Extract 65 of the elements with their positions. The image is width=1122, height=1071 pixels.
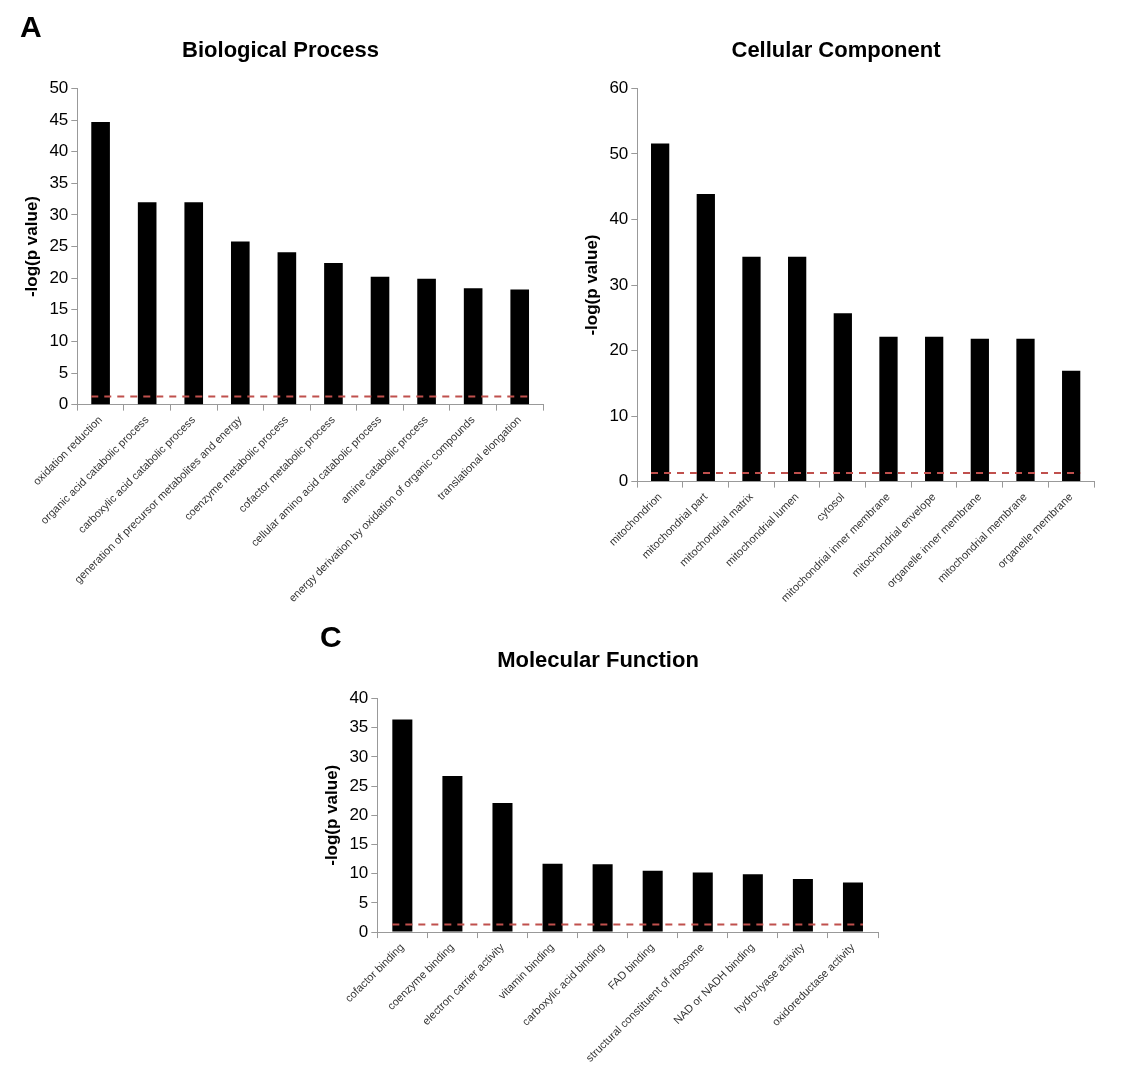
bar xyxy=(651,143,670,482)
chart-title: Biological Process xyxy=(182,37,379,63)
y-tick-label: 15 xyxy=(349,834,369,854)
y-tick-label: 15 xyxy=(49,299,69,319)
y-tick-label: 50 xyxy=(609,143,629,163)
y-tick-label: 20 xyxy=(349,804,369,824)
bar xyxy=(642,870,663,932)
bar xyxy=(970,338,989,482)
bar xyxy=(463,288,483,405)
y-tick-label: 30 xyxy=(609,274,629,294)
y-axis-title: -log(p value) xyxy=(321,764,341,866)
bar xyxy=(592,864,613,932)
bar xyxy=(417,278,436,405)
bar xyxy=(392,719,413,932)
chart-title: Cellular Component xyxy=(731,37,942,63)
bar xyxy=(277,252,297,405)
bar xyxy=(324,262,343,405)
y-tick-label: 10 xyxy=(609,405,629,425)
text: A xyxy=(20,10,42,44)
bar xyxy=(788,256,807,482)
y-tick-label: 0 xyxy=(358,921,369,941)
text: C xyxy=(320,620,342,654)
y-tick-label: 20 xyxy=(49,267,69,287)
y-tick-label: 35 xyxy=(49,172,69,192)
bar xyxy=(1016,338,1035,482)
bar xyxy=(542,863,563,932)
bar xyxy=(742,874,763,932)
bar xyxy=(792,878,813,932)
bar xyxy=(742,256,761,482)
y-tick-label: 10 xyxy=(49,331,69,351)
bar xyxy=(230,241,250,405)
bar xyxy=(91,121,110,405)
bar xyxy=(833,313,852,482)
y-tick-label: 50 xyxy=(49,78,69,98)
bar xyxy=(510,289,530,405)
bar xyxy=(842,882,863,932)
y-axis-title: -log(p value) xyxy=(581,234,601,336)
bar xyxy=(696,193,715,482)
y-tick-label: 30 xyxy=(349,746,369,766)
bar xyxy=(692,872,713,932)
y-tick-label: 25 xyxy=(349,775,369,795)
bar xyxy=(370,276,390,405)
bar xyxy=(137,202,157,405)
y-tick-label: 45 xyxy=(49,109,69,129)
y-tick-label: 0 xyxy=(618,471,629,491)
y-tick-label: 5 xyxy=(58,362,69,382)
y-tick-label: 30 xyxy=(49,204,69,224)
y-tick-label: 60 xyxy=(609,78,629,98)
y-tick-label: 5 xyxy=(358,892,369,912)
y-tick-label: 0 xyxy=(58,394,69,414)
bar xyxy=(879,336,898,482)
bar xyxy=(492,802,513,932)
bar xyxy=(184,202,204,405)
y-tick-label: 25 xyxy=(49,236,69,256)
bar xyxy=(1062,370,1081,482)
bar xyxy=(925,336,944,482)
y-tick-label: 20 xyxy=(609,340,629,360)
chart-title: Molecular Function xyxy=(497,647,699,673)
y-tick-label: 40 xyxy=(349,688,369,708)
y-tick-label: 10 xyxy=(349,863,369,883)
y-tick-label: 35 xyxy=(349,717,369,737)
y-tick-label: 40 xyxy=(49,141,69,161)
y-tick-label: 40 xyxy=(609,209,629,229)
bar xyxy=(442,776,463,932)
y-axis-title: -log(p value) xyxy=(21,195,41,298)
